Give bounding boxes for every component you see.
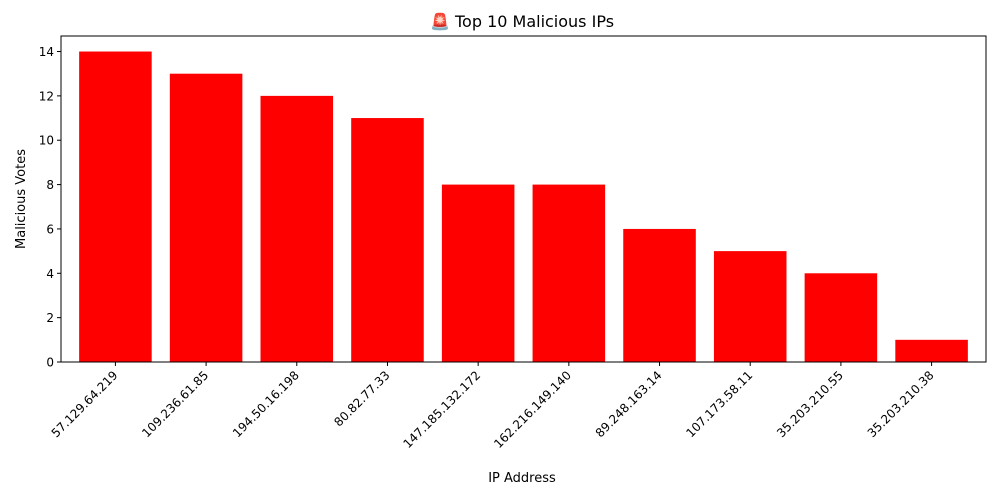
y-tick-label: 6 — [46, 222, 54, 236]
x-axis: 57.129.64.219 109.236.61.85 194.50.16.198 8… — [49, 362, 937, 451]
bar — [351, 118, 424, 362]
y-tick-label: 0 — [46, 356, 54, 370]
chart-title: 🚨 Top 10 Malicious IPs — [430, 12, 614, 31]
bar — [169, 73, 243, 362]
x-tick-label: 57.129.64.219 — [49, 368, 121, 440]
bar — [804, 273, 878, 362]
x-tick-label: 107.173.58.11 — [683, 368, 755, 440]
x-tick-label: 35.203.210.55 — [774, 368, 846, 440]
x-axis-label: IP Address — [488, 471, 556, 486]
y-tick-label: 2 — [46, 311, 54, 325]
plot-frame — [60, 35, 987, 363]
bar — [260, 95, 334, 362]
y-tick-label: 8 — [46, 178, 54, 192]
bar-group — [79, 51, 968, 363]
bar — [441, 184, 515, 362]
bar — [895, 339, 968, 362]
y-axis-label: Malicious Votes — [14, 149, 29, 249]
x-tick-label: 109.236.61.85 — [139, 368, 211, 440]
y-tick-label: 10 — [39, 134, 54, 148]
x-tick-label: 162.216.149.140 — [491, 368, 574, 451]
x-tick-label: 35.203.210.38 — [865, 368, 937, 440]
x-tick-label: 80.82.77.33 — [331, 368, 392, 429]
x-tick-label: 194.50.16.198 — [230, 368, 302, 440]
y-tick-label: 14 — [39, 45, 54, 59]
bar — [79, 51, 152, 363]
y-tick-label: 4 — [46, 267, 54, 281]
y-axis: 0 2 4 6 8 10 12 14 — [39, 45, 61, 370]
bar — [532, 184, 606, 362]
x-tick-label: 89.248.163.14 — [593, 368, 665, 440]
bar — [623, 228, 696, 362]
y-tick-label: 12 — [39, 89, 54, 103]
x-tick-label: 147.185.132.172 — [401, 368, 484, 451]
bar — [713, 251, 787, 362]
